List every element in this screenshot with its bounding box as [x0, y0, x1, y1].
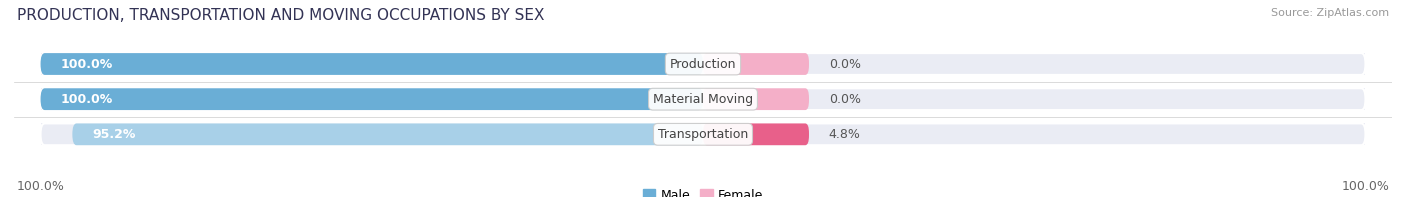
Bar: [41, 88, 1365, 110]
Text: 0.0%: 0.0%: [830, 58, 860, 71]
FancyBboxPatch shape: [703, 88, 808, 110]
FancyBboxPatch shape: [703, 53, 808, 75]
FancyBboxPatch shape: [41, 124, 1365, 145]
Bar: [41, 124, 1365, 145]
FancyBboxPatch shape: [703, 124, 808, 145]
Bar: [41, 53, 1365, 75]
FancyBboxPatch shape: [41, 88, 703, 110]
Text: 100.0%: 100.0%: [1341, 180, 1389, 193]
Text: 95.2%: 95.2%: [93, 128, 135, 141]
Text: 100.0%: 100.0%: [17, 180, 65, 193]
Text: Source: ZipAtlas.com: Source: ZipAtlas.com: [1271, 8, 1389, 18]
Text: 100.0%: 100.0%: [60, 58, 112, 71]
Text: 4.8%: 4.8%: [830, 128, 860, 141]
Legend: Male, Female: Male, Female: [638, 184, 768, 197]
Text: 100.0%: 100.0%: [60, 93, 112, 106]
Text: 0.0%: 0.0%: [830, 93, 860, 106]
FancyBboxPatch shape: [41, 53, 1365, 75]
FancyBboxPatch shape: [72, 124, 703, 145]
Text: Transportation: Transportation: [658, 128, 748, 141]
Text: Material Moving: Material Moving: [652, 93, 754, 106]
Text: PRODUCTION, TRANSPORTATION AND MOVING OCCUPATIONS BY SEX: PRODUCTION, TRANSPORTATION AND MOVING OC…: [17, 8, 544, 23]
FancyBboxPatch shape: [41, 88, 1365, 110]
Text: Production: Production: [669, 58, 737, 71]
FancyBboxPatch shape: [41, 53, 703, 75]
